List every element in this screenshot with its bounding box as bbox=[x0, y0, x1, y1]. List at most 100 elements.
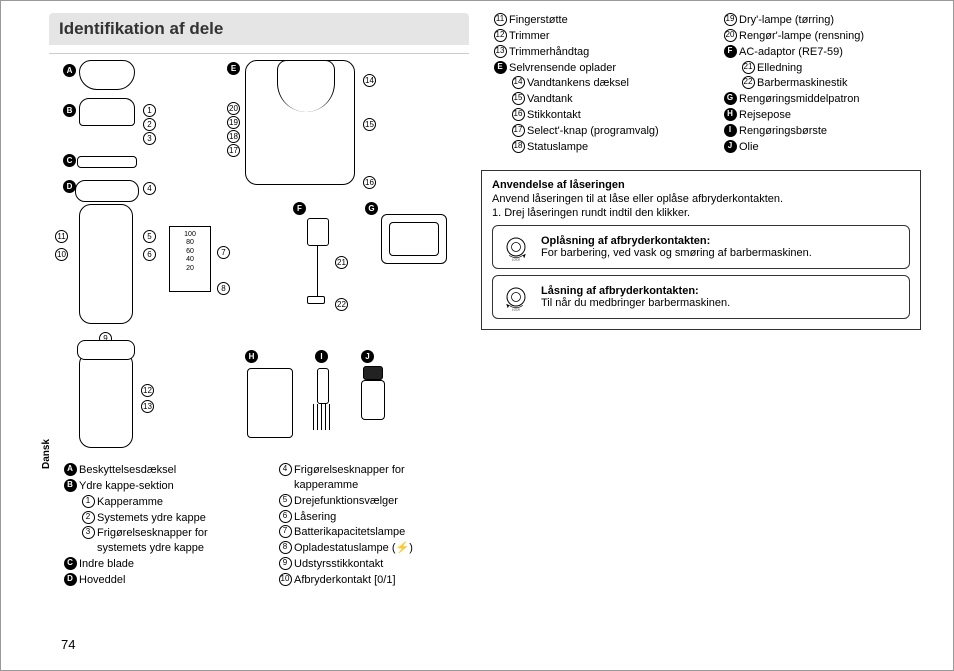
disp-100: 100 bbox=[170, 231, 210, 239]
marker-F: F bbox=[293, 202, 306, 215]
list-item: ABeskyttelsesdæksel bbox=[61, 463, 256, 478]
part-label: Barbermaskinestik bbox=[757, 76, 921, 91]
page: Identifikation af dele A B 1 2 3 C D 4 5… bbox=[0, 0, 954, 671]
parts-col-mid: 4Frigørelsesknapper for kapperamme5Dreje… bbox=[276, 463, 471, 589]
part-label: Hoveddel bbox=[79, 573, 256, 588]
part-label: Indre blade bbox=[79, 557, 256, 572]
marker-10: 10 bbox=[55, 248, 68, 261]
unlock-title: Oplåsning af afbryderkontakten: bbox=[541, 235, 812, 247]
part-label: Trimmer bbox=[509, 29, 691, 44]
part-label: Selvrensende oplader bbox=[509, 61, 691, 76]
part-label: Elledning bbox=[757, 61, 921, 76]
section-title: Identifikation af dele bbox=[49, 13, 469, 45]
marker-12: 12 bbox=[141, 384, 154, 397]
list-item: 1Kapperamme bbox=[79, 495, 256, 510]
list-item: 22Barbermaskinestik bbox=[739, 76, 921, 91]
parts-col-left: ABeskyttelsesdækselBYdre kappe-sektion1K… bbox=[61, 463, 256, 589]
marker-21: 21 bbox=[335, 256, 348, 269]
marker-A: A bbox=[63, 64, 76, 77]
list-item: 14Vandtankens dæksel bbox=[509, 76, 691, 91]
number-marker: 10 bbox=[279, 573, 292, 586]
marker-14: 14 bbox=[363, 74, 376, 87]
number-marker: 22 bbox=[742, 76, 755, 89]
disp-80: 80 bbox=[170, 239, 210, 247]
letter-marker: G bbox=[724, 92, 737, 105]
marker-20: 20 bbox=[227, 102, 240, 115]
part-label: Systemets ydre kappe bbox=[97, 511, 256, 526]
unlock-box: LOCK Oplåsning af afbryderkontakten: For… bbox=[492, 225, 910, 269]
part-label: Beskyttelsesdæksel bbox=[79, 463, 256, 478]
part-label: Stikkontakt bbox=[527, 108, 691, 123]
list-item: 20Rengør'-lampe (rensning) bbox=[721, 29, 921, 44]
list-item: 16Stikkontakt bbox=[509, 108, 691, 123]
part-label: Rengør'-lampe (rensning) bbox=[739, 29, 921, 44]
number-marker: 6 bbox=[279, 510, 292, 523]
lock-body: Til når du medbringer barbermaskinen. bbox=[541, 297, 730, 309]
number-marker: 8 bbox=[279, 541, 292, 554]
number-marker: 11 bbox=[494, 13, 507, 26]
list-item: 18Statuslampe bbox=[509, 140, 691, 155]
marker-13: 13 bbox=[141, 400, 154, 413]
marker-I: I bbox=[315, 350, 328, 363]
number-marker: 17 bbox=[512, 124, 525, 137]
usage-title: Anvendelse af låseringen bbox=[492, 179, 910, 191]
marker-G: G bbox=[365, 202, 378, 215]
part-label: Dry'-lampe (tørring) bbox=[739, 13, 921, 28]
part-label: Drejefunktionsvælger bbox=[294, 494, 471, 509]
part-label: Ydre kappe-sektion bbox=[79, 479, 256, 494]
list-item: 15Vandtank bbox=[509, 92, 691, 107]
marker-5: 5 bbox=[143, 230, 156, 243]
marker-17: 17 bbox=[227, 144, 240, 157]
list-item: 12Trimmer bbox=[491, 29, 691, 44]
part-label: Låsering bbox=[294, 510, 471, 525]
list-item: 5Drejefunktionsvælger bbox=[276, 494, 471, 509]
letter-marker: C bbox=[64, 557, 77, 570]
letter-marker: I bbox=[724, 124, 737, 137]
disp-40: 40 bbox=[170, 256, 210, 264]
number-marker: 12 bbox=[494, 29, 507, 42]
part-label: Batterikapacitetslampe bbox=[294, 525, 471, 540]
number-marker: 20 bbox=[724, 29, 737, 42]
svg-text:LOCK: LOCK bbox=[512, 257, 520, 261]
letter-marker: H bbox=[724, 108, 737, 121]
marker-16: 16 bbox=[363, 176, 376, 189]
number-marker: 13 bbox=[494, 45, 507, 58]
usage-step: 1. Drej låseringen rundt indtil den klik… bbox=[492, 207, 910, 219]
marker-15: 15 bbox=[363, 118, 376, 131]
list-item: FAC-adaptor (RE7-59) bbox=[721, 45, 921, 60]
marker-2: 2 bbox=[143, 118, 156, 131]
part-label: Kapperamme bbox=[97, 495, 256, 510]
marker-D: D bbox=[63, 180, 76, 193]
part-label: Statuslampe bbox=[527, 140, 691, 155]
part-label: Opladestatuslampe (⚡) bbox=[294, 541, 471, 556]
disp-20: 20 bbox=[170, 265, 210, 273]
part-label: Select'-knap (programvalg) bbox=[527, 124, 691, 139]
list-item: 21Elledning bbox=[739, 61, 921, 76]
marker-18: 18 bbox=[227, 130, 240, 143]
marker-6: 6 bbox=[143, 248, 156, 261]
list-item: 4Frigørelsesknapper for kapperamme bbox=[276, 463, 471, 493]
disp-60: 60 bbox=[170, 248, 210, 256]
number-marker: 9 bbox=[279, 557, 292, 570]
usage-box: Anvendelse af låseringen Anvend låsering… bbox=[481, 170, 921, 330]
list-item: JOlie bbox=[721, 140, 921, 155]
list-item: 3Frigørelsesknapper for systemets ydre k… bbox=[79, 526, 256, 556]
parts-diagram: A B 1 2 3 C D 4 5 6 11 10 9 100 80 60 bbox=[49, 53, 469, 453]
list-item: HRejsepose bbox=[721, 108, 921, 123]
list-item: 7Batterikapacitetslampe bbox=[276, 525, 471, 540]
parts-list-top: 11Fingerstøtte12Trimmer13TrimmerhåndtagE… bbox=[491, 13, 929, 156]
list-item: 17Select'-knap (programvalg) bbox=[509, 124, 691, 139]
list-item: GRengøringsmiddelpatron bbox=[721, 92, 921, 107]
list-item: IRengøringsbørste bbox=[721, 124, 921, 139]
number-marker: 4 bbox=[279, 463, 292, 476]
number-marker: 21 bbox=[742, 61, 755, 74]
page-number: 74 bbox=[61, 637, 75, 652]
parts-list-bottom: ABeskyttelsesdækselBYdre kappe-sektion1K… bbox=[61, 463, 471, 589]
list-item: 6Låsering bbox=[276, 510, 471, 525]
number-marker: 15 bbox=[512, 92, 525, 105]
letter-marker: J bbox=[724, 140, 737, 153]
list-item: 10Afbryderkontakt [0/1] bbox=[276, 573, 471, 588]
parts-col-right-a: 11Fingerstøtte12Trimmer13TrimmerhåndtagE… bbox=[491, 13, 691, 156]
lock-text: Låsning af afbryderkontakten: Til når du… bbox=[541, 285, 730, 309]
letter-marker: A bbox=[64, 463, 77, 476]
